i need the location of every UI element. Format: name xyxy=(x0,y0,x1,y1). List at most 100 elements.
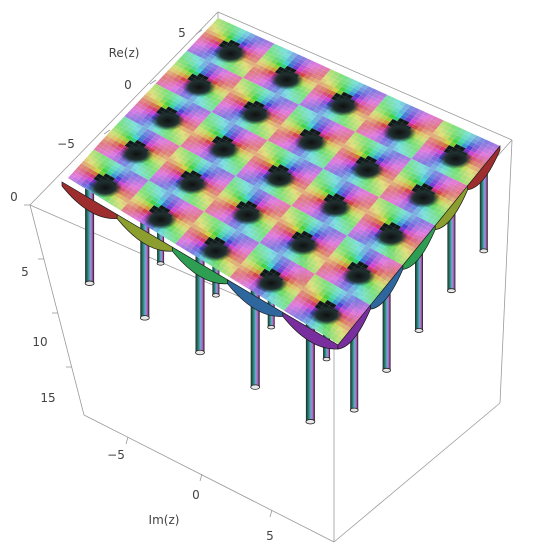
surface-cell xyxy=(215,188,223,194)
surface-cell xyxy=(334,239,342,246)
surface-cell xyxy=(364,227,372,234)
surface-cell xyxy=(220,121,228,128)
pole-tube xyxy=(382,275,391,371)
surface-cell xyxy=(248,98,256,104)
surface-cell xyxy=(279,264,287,271)
surface-cell xyxy=(209,103,217,110)
surface-cell xyxy=(288,113,296,119)
surface-cell xyxy=(319,273,327,280)
surface-cell xyxy=(242,46,250,52)
surface-cell xyxy=(257,140,265,147)
surface-cell xyxy=(397,117,405,124)
surface-cell xyxy=(384,252,392,258)
surface-cell xyxy=(342,319,350,326)
surface-cell xyxy=(379,100,387,107)
surface-cell xyxy=(220,20,228,26)
surface-cell xyxy=(247,183,255,189)
surface-cell xyxy=(203,117,211,123)
surface-cell xyxy=(344,172,352,178)
surface-cell xyxy=(305,298,313,305)
surface-cell xyxy=(144,174,152,181)
surface-cell xyxy=(184,116,192,122)
surface-cell xyxy=(267,137,275,143)
pole-well xyxy=(182,77,217,98)
surface-cell xyxy=(267,230,275,237)
surface-cell xyxy=(238,101,246,108)
surface-cell xyxy=(225,238,234,245)
surface-cell xyxy=(252,177,260,183)
surface-cell xyxy=(255,68,263,74)
surface-cell xyxy=(440,120,449,126)
surface-cell xyxy=(182,140,190,146)
surface-cell xyxy=(229,195,237,202)
surface-cell xyxy=(294,168,302,174)
surface-cell xyxy=(296,173,304,180)
surface-cell xyxy=(286,200,295,206)
surface-cell xyxy=(368,239,376,245)
surface-cell xyxy=(204,101,213,107)
surface-cell xyxy=(262,39,270,45)
surface-cell xyxy=(314,62,322,68)
surface-cell xyxy=(202,133,210,140)
surface-cell xyxy=(315,113,323,120)
surface-cell xyxy=(326,249,334,255)
surface-cell xyxy=(364,133,372,139)
pole-tube-end xyxy=(139,315,150,321)
surface-cell xyxy=(336,302,344,308)
surface-cell xyxy=(192,237,200,244)
surface-cell xyxy=(327,145,335,152)
surface-cell xyxy=(412,169,421,176)
surface-cell xyxy=(83,179,91,185)
surface-cell xyxy=(355,128,363,135)
surface-cell xyxy=(246,130,254,137)
pole-tube xyxy=(415,235,423,331)
pole-well xyxy=(119,144,154,165)
surface-cell xyxy=(297,308,305,315)
surface-cell xyxy=(233,167,242,174)
surface-cell xyxy=(136,214,144,220)
im-axis-label: Im(z) xyxy=(149,513,180,527)
re-axis-label: Re(z) xyxy=(109,46,140,60)
surface-cell xyxy=(218,108,227,114)
pole-well xyxy=(286,235,321,256)
surface-cell xyxy=(235,235,244,242)
surface-cell xyxy=(213,213,221,220)
surface-cell xyxy=(390,172,399,178)
surface-cell xyxy=(395,206,403,213)
surface-cell xyxy=(264,140,273,146)
surface-cell xyxy=(380,176,389,183)
surface-cell xyxy=(238,131,247,137)
surface-cell xyxy=(318,163,327,169)
surface-cell xyxy=(215,127,223,134)
surface-cell xyxy=(262,292,270,299)
surface-cell xyxy=(302,213,310,219)
surface-cell xyxy=(202,194,211,201)
surface-cell xyxy=(306,101,314,107)
surface-cell xyxy=(294,191,303,197)
surface-cell xyxy=(269,236,277,242)
surface-cell xyxy=(395,143,403,149)
surface-cell xyxy=(362,245,371,252)
surface-cell xyxy=(349,294,357,301)
surface-cell xyxy=(408,167,416,173)
surface-cell xyxy=(240,77,248,83)
surface-cell xyxy=(363,204,372,210)
surface-cell xyxy=(298,148,306,154)
surface-cell xyxy=(339,242,347,248)
surface-cell xyxy=(183,192,191,199)
surface-cell xyxy=(245,231,253,238)
surface-cell xyxy=(204,109,212,115)
surface-cell xyxy=(130,189,139,195)
surface-cell xyxy=(298,299,306,305)
surface-cell xyxy=(380,114,388,120)
surface-cell xyxy=(219,160,228,166)
surface-cell xyxy=(261,47,270,53)
pole-tube-end xyxy=(479,248,489,254)
surface-cell xyxy=(133,126,141,132)
surface-cell xyxy=(344,141,352,147)
surface-cell xyxy=(229,89,238,95)
surface-cell xyxy=(110,135,119,141)
surface-cell xyxy=(142,199,150,206)
surface-cell xyxy=(289,97,298,103)
surface-cell xyxy=(196,209,205,215)
